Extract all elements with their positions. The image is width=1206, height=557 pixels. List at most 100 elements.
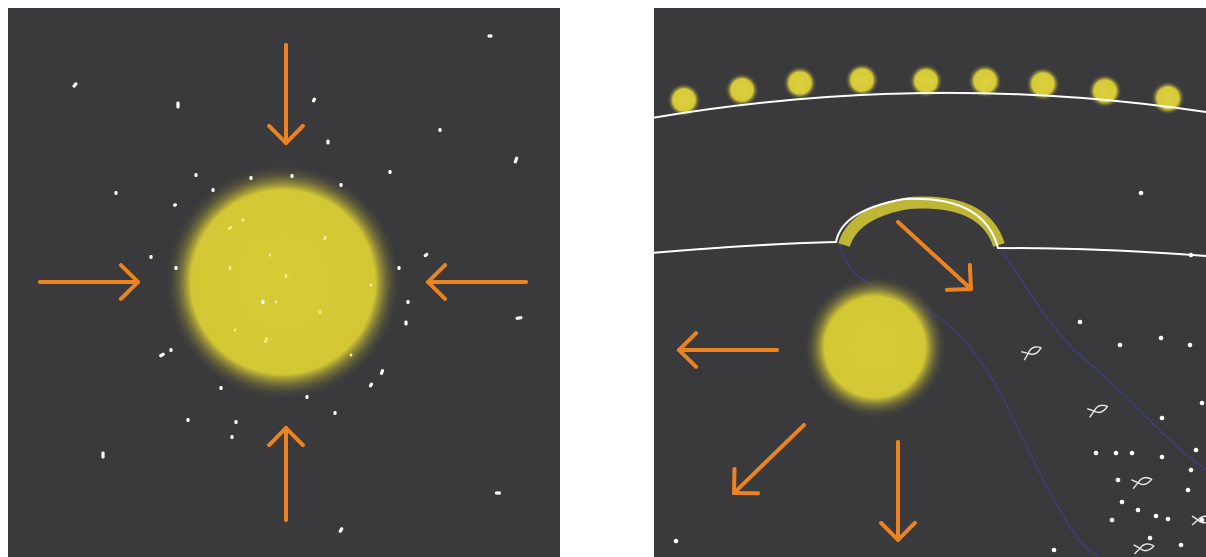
inner-membrane-line [654,197,1206,257]
particle [176,101,180,109]
particle [438,128,442,132]
particle [261,300,265,304]
particle [149,255,153,259]
particle [114,191,118,195]
particle [1138,190,1144,196]
left-diagram [8,8,560,557]
particle [349,353,353,357]
fish-icons [1021,346,1206,555]
particle [406,300,410,304]
particle [290,174,294,178]
glow-dot [667,83,701,117]
particle [1178,542,1184,548]
particle [1051,547,1057,553]
particle [1159,415,1165,421]
glow-dot [909,64,943,98]
particle [1165,516,1171,522]
arrow-inward-right [426,263,528,301]
particle [423,252,429,258]
right-diagram [654,8,1206,557]
particle [274,300,278,304]
particle [186,418,190,422]
particle [1093,450,1099,456]
particle [487,34,493,38]
particle [339,183,343,187]
fish-icon [1133,543,1155,555]
particle [233,328,237,332]
particle [1185,487,1191,493]
particle [101,451,105,459]
arrow-inward-left [38,263,140,301]
particle [369,283,373,287]
fish-icon [1131,476,1153,490]
particle [368,382,374,388]
particle [333,411,337,415]
glow-dot [845,63,879,97]
particle [1158,335,1164,341]
glow-dot [1088,74,1122,108]
particle [1119,499,1125,505]
glow-dot [1026,67,1060,101]
left-particles [72,34,523,533]
right-panel [654,0,1206,557]
particle [1129,450,1135,456]
particle [1117,342,1123,348]
particle [379,369,385,375]
particle [1199,400,1205,406]
particle [1109,517,1115,523]
particle [284,274,288,278]
particle [318,310,322,314]
particle [241,218,245,222]
glow-dot [783,66,817,100]
particle [388,170,392,174]
particle [268,253,272,257]
arrow-outward-down [879,440,917,542]
particle [173,203,177,207]
particle [495,491,501,495]
arrow-inward-top [267,43,305,145]
particle [1153,513,1159,519]
particle [326,139,330,145]
particle [338,527,344,533]
particle [1188,252,1194,258]
outward-arrows [677,220,973,542]
particle [1135,507,1141,513]
particle [249,176,253,180]
particle [227,226,233,230]
glow-dot [1151,81,1185,115]
particle [159,352,165,358]
particle [1115,477,1121,483]
particle [1193,447,1199,453]
particle [219,386,223,390]
particle [264,337,268,343]
particle [311,97,317,103]
arrow-outward-down-left [732,423,806,496]
particle [1159,454,1165,460]
particle [211,188,215,192]
right-particles [673,190,1205,553]
glow-dot [968,64,1002,98]
channel-right-edge [1001,249,1206,471]
fish-icon [1087,404,1109,418]
particle [234,420,238,424]
central-glow-sphere [165,164,401,400]
particle [174,266,178,270]
arrow-outward-left [677,331,779,369]
particle [305,395,309,399]
particle [323,235,327,241]
emitting-glow-sphere [803,275,947,419]
particle [72,82,78,88]
arrow-outward-membrane [896,220,973,292]
inward-arrows [38,43,528,522]
glow-dot [725,73,759,107]
particle [1187,342,1193,348]
particle [513,156,519,164]
outer-membrane-line [654,91,1206,119]
particle [194,173,198,177]
particle [1147,535,1153,541]
particle [673,538,679,544]
particle [169,348,173,352]
particle [230,435,234,439]
fish-icon [1021,346,1042,361]
particle [397,266,401,270]
